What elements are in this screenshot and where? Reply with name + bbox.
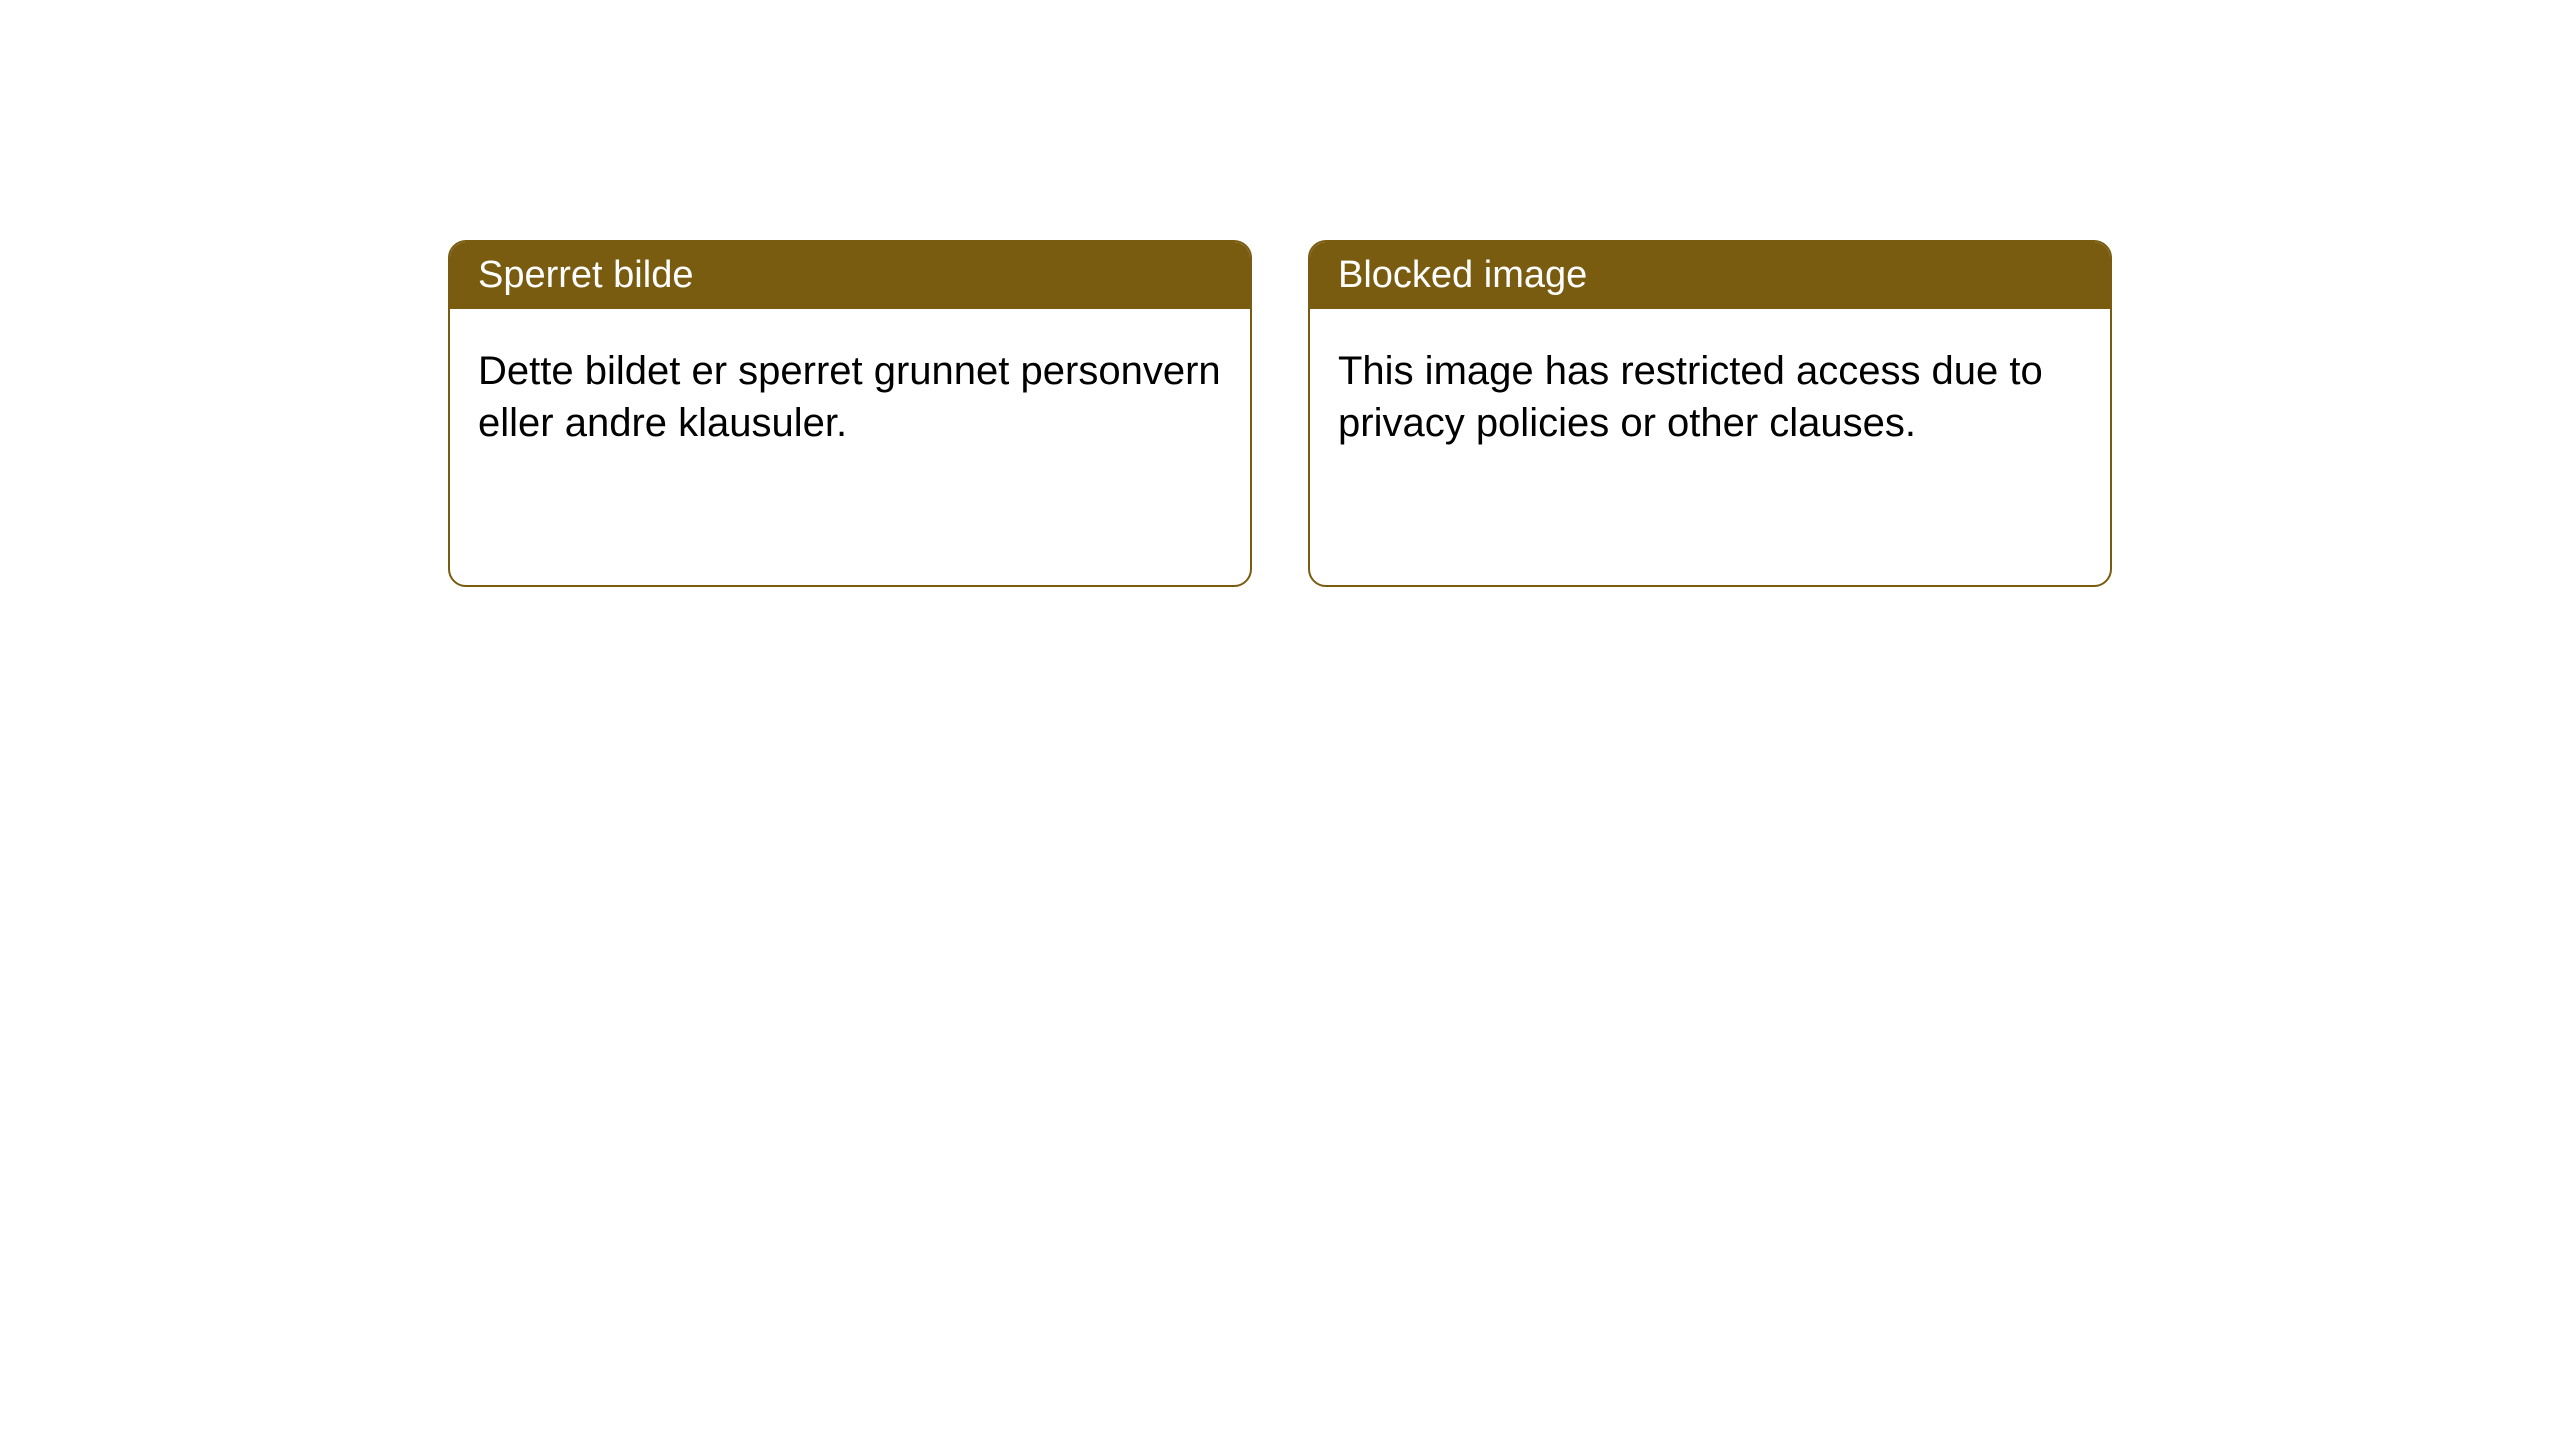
notice-card-norwegian: Sperret bilde Dette bildet er sperret gr… — [448, 240, 1252, 587]
notice-body-english: This image has restricted access due to … — [1310, 309, 2110, 585]
notice-body-norwegian: Dette bildet er sperret grunnet personve… — [450, 309, 1250, 585]
notice-container: Sperret bilde Dette bildet er sperret gr… — [0, 0, 2560, 587]
notice-title-norwegian: Sperret bilde — [450, 242, 1250, 309]
notice-card-english: Blocked image This image has restricted … — [1308, 240, 2112, 587]
notice-title-english: Blocked image — [1310, 242, 2110, 309]
